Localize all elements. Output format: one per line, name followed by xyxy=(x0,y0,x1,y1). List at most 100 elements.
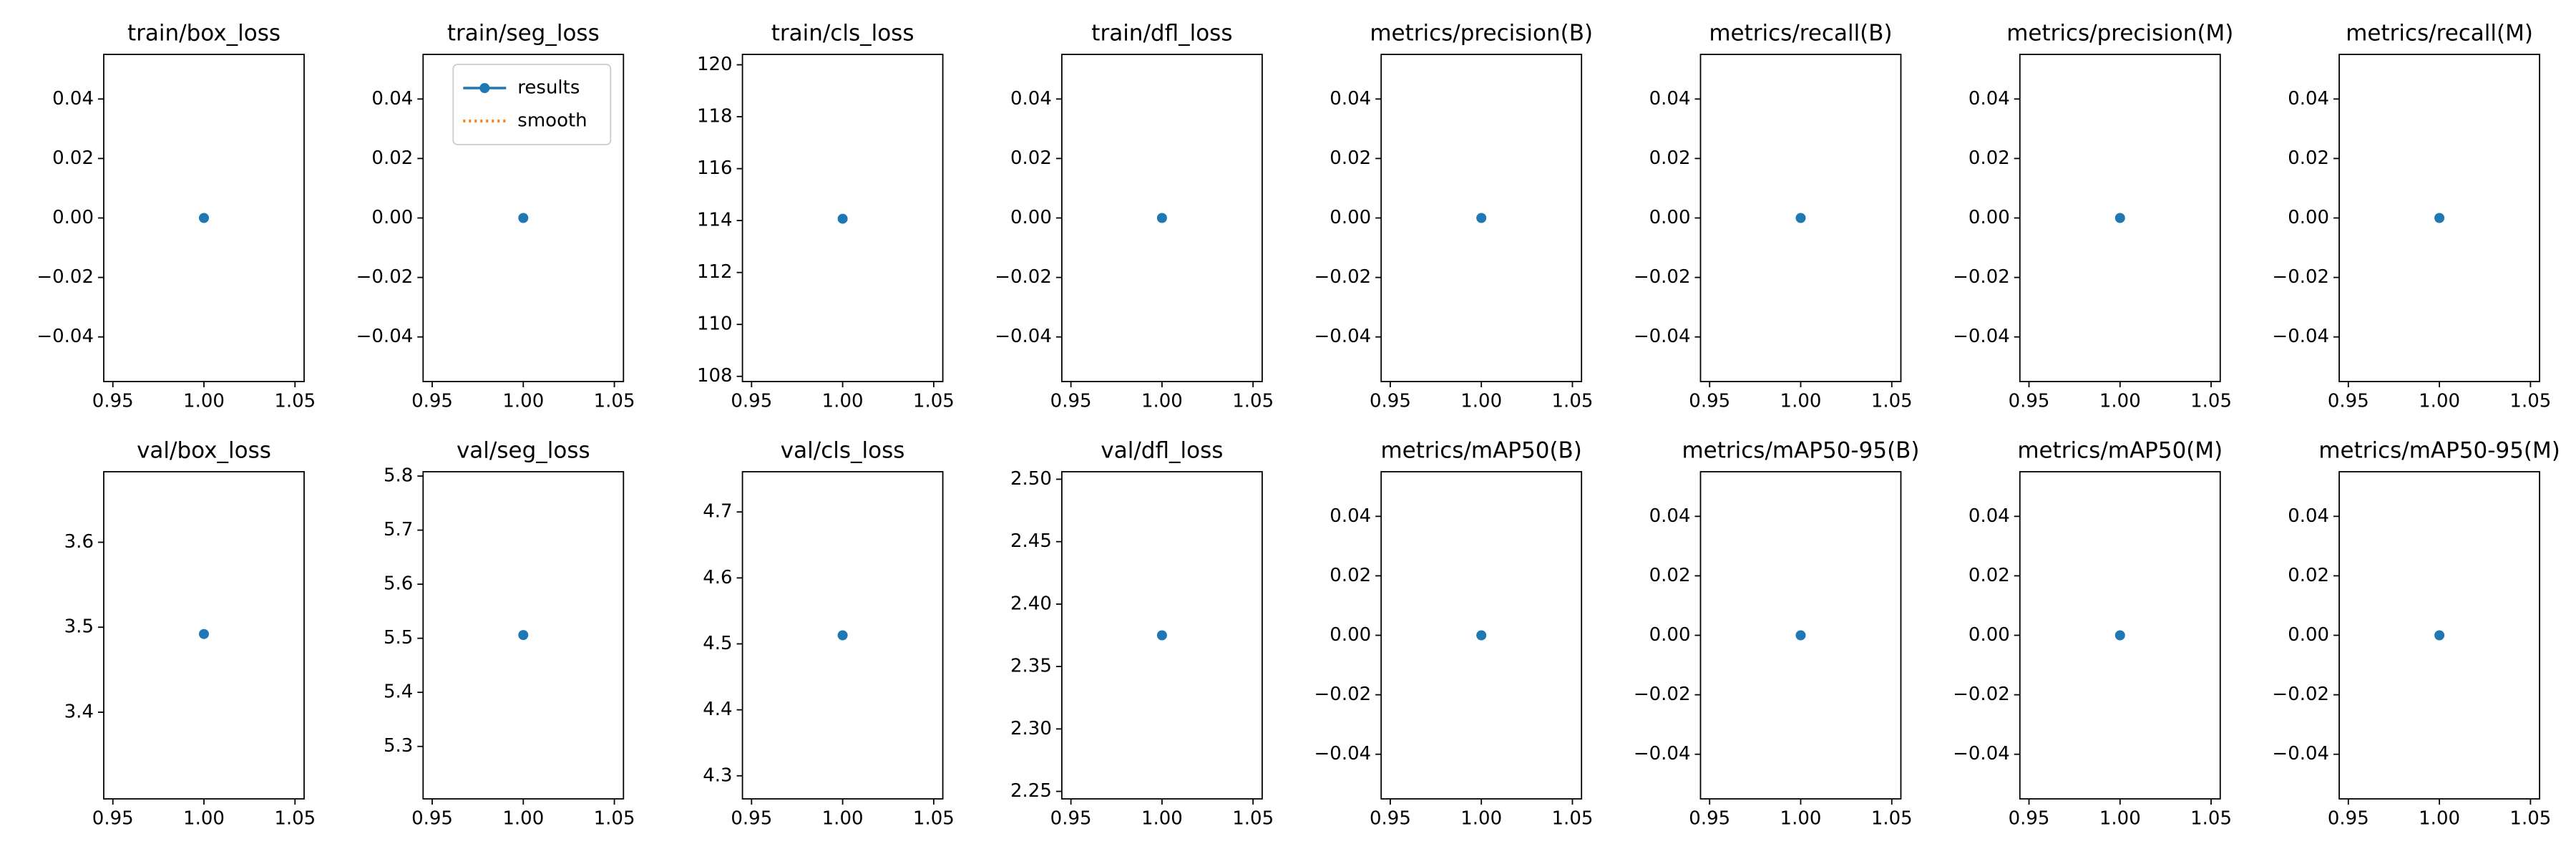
y-tick-label: 0.00 xyxy=(52,207,94,228)
x-tick-label: 1.00 xyxy=(502,808,544,830)
y-tick-label: 3.6 xyxy=(64,531,94,553)
subplot-title: train/dfl_loss xyxy=(1091,21,1232,47)
x-tick-label: 1.05 xyxy=(1871,808,1913,830)
y-tick-label: −0.02 xyxy=(36,266,94,288)
y-tick-label: 0.04 xyxy=(1649,88,1691,110)
x-tick-label: 0.95 xyxy=(411,808,453,830)
y-tick-label: −0.04 xyxy=(1314,326,1372,347)
subplot-title: train/box_loss xyxy=(127,21,280,47)
axes-frame xyxy=(1699,471,1902,800)
point xyxy=(199,213,209,223)
y-tick-label: 4.7 xyxy=(703,501,732,523)
y-tick-label: 0.00 xyxy=(1649,207,1691,228)
y-tick-label: 5.7 xyxy=(384,519,413,540)
y-tick-label: 5.8 xyxy=(384,465,413,487)
y-tick-label: 0.00 xyxy=(1330,207,1371,228)
y-tick-label: 2.35 xyxy=(1010,656,1052,677)
x-tick-label: 0.95 xyxy=(731,808,772,830)
axes-frame xyxy=(2338,54,2541,382)
y-tick-label: 4.6 xyxy=(703,567,732,588)
x-tick-label: 1.00 xyxy=(1460,391,1502,412)
legend-marker xyxy=(479,83,490,93)
y-tick-label: −0.02 xyxy=(2272,266,2329,288)
subplot-title: val/dfl_loss xyxy=(1101,438,1223,464)
y-tick-label: −0.02 xyxy=(1314,266,1372,288)
y-tick-label: 4.3 xyxy=(703,765,732,786)
x-tick-label: 1.00 xyxy=(2099,391,2141,412)
y-tick-label: −0.04 xyxy=(356,326,414,347)
x-tick-label: 0.95 xyxy=(2009,808,2050,830)
y-tick-label: 0.04 xyxy=(1968,505,2010,527)
y-tick-label: −0.02 xyxy=(995,266,1052,288)
y-tick-label: 110 xyxy=(697,314,733,335)
y-tick-label: 0.04 xyxy=(2288,505,2329,527)
y-tick-label: −0.04 xyxy=(1314,743,1372,765)
y-tick-label: −0.02 xyxy=(1634,684,1691,705)
subplot: val/box_loss 0.95 1.00 1.05 3.4 3.5 3.6 xyxy=(64,438,316,830)
x-tick-label: 0.95 xyxy=(731,391,772,412)
x-tick-label: 1.05 xyxy=(1871,391,1913,412)
x-tick-label: 1.05 xyxy=(2190,391,2232,412)
x-tick-label: 1.00 xyxy=(2419,391,2460,412)
y-tick-label: 0.04 xyxy=(1330,505,1371,527)
subplot-title: val/box_loss xyxy=(137,438,271,464)
y-tick-label: 0.00 xyxy=(2288,207,2329,228)
x-tick-label: 0.95 xyxy=(411,391,453,412)
subplot-title: metrics/recall(M) xyxy=(2346,21,2533,47)
y-tick-label: 2.45 xyxy=(1010,530,1052,552)
y-tick-label: −0.02 xyxy=(1953,266,2010,288)
subplot: train/box_loss 0.95 1.00 1.05 −0.04 −0.02 0.00… xyxy=(36,21,316,412)
y-tick-label: −0.04 xyxy=(36,326,94,347)
y-tick-label: −0.02 xyxy=(356,266,414,288)
subplot: val/dfl_loss 0.95 1.00 1.05 2.25 2.30 2.35 2.40… xyxy=(1010,438,1274,830)
y-tick-label: 0.04 xyxy=(1330,88,1371,110)
axes-frame xyxy=(741,54,944,382)
y-tick-label: −0.04 xyxy=(1953,743,2010,765)
axes-frame xyxy=(103,471,305,800)
y-tick-label: 0.04 xyxy=(2288,88,2329,110)
x-tick-label: 1.05 xyxy=(1232,391,1274,412)
x-tick-label: 1.05 xyxy=(1232,808,1274,830)
x-tick-label: 1.05 xyxy=(913,391,955,412)
y-tick-label: 112 xyxy=(697,261,733,283)
y-tick-label: 0.02 xyxy=(1330,147,1371,169)
subplot: metrics/mAP50(M) 0.95 1.00 1.05 −0.04 −0.02 0.… xyxy=(1953,438,2232,830)
point xyxy=(2434,213,2445,223)
x-tick-label: 1.00 xyxy=(2099,808,2141,830)
y-tick-label: 4.5 xyxy=(703,633,732,654)
y-tick-label: 2.50 xyxy=(1010,468,1052,490)
y-tick-label: 120 xyxy=(697,54,733,75)
subplot: val/seg_loss 0.95 1.00 1.05 5.3 5.4 5.5 5.6 5.7 5… xyxy=(384,438,635,830)
subplot: train/seg_loss 0.95 1.00 1.05 −0.04 −0.02 0.00… xyxy=(356,21,635,412)
subplot-title: metrics/mAP50-95(B) xyxy=(1682,438,1919,464)
y-tick-label: 0.00 xyxy=(2288,624,2329,646)
y-tick-label: 0.04 xyxy=(371,88,413,110)
x-tick-label: 1.00 xyxy=(1780,391,1822,412)
subplot-title: train/cls_loss xyxy=(771,21,914,47)
y-tick-label: 0.02 xyxy=(371,147,413,169)
x-tick-label: 0.95 xyxy=(1370,808,1411,830)
y-tick-label: −0.04 xyxy=(1634,743,1691,765)
point xyxy=(837,213,848,224)
point xyxy=(1156,213,1167,223)
axes-frame xyxy=(2019,471,2221,800)
subplot: metrics/recall(B) 0.95 1.00 1.05 −0.04 −0.02 0… xyxy=(1634,21,1913,412)
subplot: metrics/mAP50-95(B) 0.95 1.00 1.05 −0.04 −0.0… xyxy=(1634,438,1920,830)
x-tick-label: 1.05 xyxy=(594,391,635,412)
x-tick-label: 1.00 xyxy=(822,808,864,830)
x-tick-label: 1.05 xyxy=(594,808,635,830)
point xyxy=(1795,213,1806,223)
legend-box xyxy=(452,64,612,145)
y-tick-label: 0.02 xyxy=(52,147,94,169)
axes-frame xyxy=(1061,471,1263,800)
y-tick-label: 5.4 xyxy=(384,681,413,703)
axes-frame xyxy=(1061,54,1263,382)
point xyxy=(199,629,209,639)
y-tick-label: 0.02 xyxy=(2288,565,2329,586)
subplot-title: val/cls_loss xyxy=(781,438,905,464)
x-tick-label: 0.95 xyxy=(2328,391,2369,412)
y-tick-label: 0.02 xyxy=(2288,147,2329,169)
x-tick-label: 0.95 xyxy=(1689,391,1730,412)
subplot: metrics/recall(M) 0.95 1.00 1.05 −0.04 −0.02 0… xyxy=(2272,21,2551,412)
